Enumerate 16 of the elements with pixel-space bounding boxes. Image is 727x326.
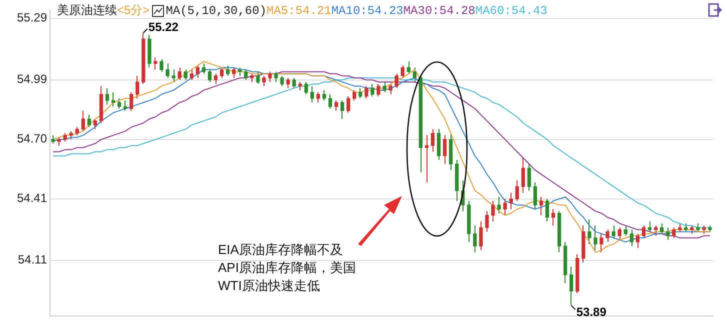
legend-title: MA(5,10,30,60) [166,4,267,18]
text: MA60:54.43 [475,4,548,18]
candlestick [424,135,429,182]
chart-title: 美原油连续 [57,2,117,19]
chart-subtitle: <5分> [117,2,150,19]
y-tick-label: 54.11 [18,252,48,267]
y-tick-label: 55.29 [16,10,48,25]
y-tick-label: 54.41 [16,191,48,206]
annotation: 55.22 [148,20,179,34]
text: MA30:54.28 [403,4,476,18]
text: MA10:54.23 [331,4,404,18]
y-tick-label: 54.99 [16,72,48,86]
y-tick-label: 54.70 [16,132,48,146]
annotation: 53.89 [576,304,607,319]
text: MA5:54.21 [266,4,332,18]
annotation: EIA原油库存降幅不及 API原油库存降幅，美国 WTI原油快速走低 [218,241,356,295]
